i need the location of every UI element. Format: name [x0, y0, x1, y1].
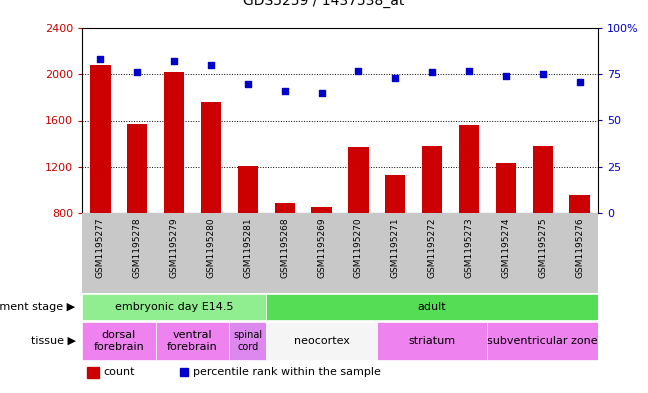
Text: GSM1195268: GSM1195268 — [280, 217, 289, 277]
Bar — [90, 65, 111, 213]
Text: GDS5259 / 1437538_at: GDS5259 / 1437538_at — [243, 0, 405, 8]
Point — [574, 79, 584, 85]
Point — [390, 75, 400, 81]
Point — [501, 73, 511, 79]
Text: striatum: striatum — [409, 336, 456, 346]
Bar — [385, 175, 406, 213]
Point — [169, 58, 179, 64]
Point — [464, 68, 474, 74]
Text: GSM1195269: GSM1195269 — [317, 217, 326, 277]
Text: tissue ▶: tissue ▶ — [30, 336, 76, 346]
Point — [538, 71, 548, 77]
Text: development stage ▶: development stage ▶ — [0, 302, 76, 312]
Bar — [533, 146, 553, 213]
Bar — [164, 72, 184, 213]
Bar — [266, 294, 598, 320]
Text: spinal
cord: spinal cord — [233, 330, 262, 352]
Bar — [570, 195, 590, 213]
Text: GSM1195276: GSM1195276 — [575, 217, 584, 277]
Point — [206, 62, 216, 68]
Bar — [82, 294, 266, 320]
Text: count: count — [104, 367, 135, 377]
Text: GSM1195277: GSM1195277 — [96, 217, 105, 277]
Text: GSM1195278: GSM1195278 — [133, 217, 142, 277]
Bar — [127, 124, 148, 213]
Text: GSM1195280: GSM1195280 — [207, 217, 216, 277]
Bar — [82, 322, 156, 360]
Text: GSM1195270: GSM1195270 — [354, 217, 363, 277]
Bar — [180, 367, 189, 376]
Text: neocortex: neocortex — [294, 336, 349, 346]
Text: percentile rank within the sample: percentile rank within the sample — [193, 367, 381, 377]
Bar — [496, 163, 516, 213]
Text: subventricular zone: subventricular zone — [487, 336, 598, 346]
Bar — [459, 125, 479, 213]
Text: GSM1195271: GSM1195271 — [391, 217, 400, 277]
Bar — [266, 322, 377, 360]
Text: GSM1195274: GSM1195274 — [502, 217, 511, 277]
Text: GSM1195273: GSM1195273 — [465, 217, 474, 277]
Bar — [201, 102, 221, 213]
Point — [316, 90, 327, 96]
Bar — [377, 322, 487, 360]
Point — [95, 56, 106, 62]
Point — [279, 88, 290, 94]
Text: GSM1195279: GSM1195279 — [170, 217, 179, 277]
Bar — [312, 207, 332, 213]
Point — [132, 69, 143, 75]
Text: dorsal
forebrain: dorsal forebrain — [93, 330, 145, 352]
Point — [353, 68, 364, 74]
Bar — [156, 322, 229, 360]
Point — [427, 69, 437, 75]
Text: adult: adult — [418, 302, 446, 312]
Bar — [87, 367, 98, 378]
Point — [242, 80, 253, 86]
Bar — [422, 146, 443, 213]
Bar — [487, 322, 598, 360]
Bar — [238, 165, 258, 213]
Text: GSM1195281: GSM1195281 — [244, 217, 252, 277]
Text: ventral
forebrain: ventral forebrain — [167, 330, 218, 352]
Text: GSM1195272: GSM1195272 — [428, 217, 437, 277]
Bar — [275, 203, 295, 213]
Bar — [348, 147, 369, 213]
Text: embryonic day E14.5: embryonic day E14.5 — [115, 302, 233, 312]
Bar — [229, 322, 266, 360]
Text: GSM1195275: GSM1195275 — [538, 217, 547, 277]
